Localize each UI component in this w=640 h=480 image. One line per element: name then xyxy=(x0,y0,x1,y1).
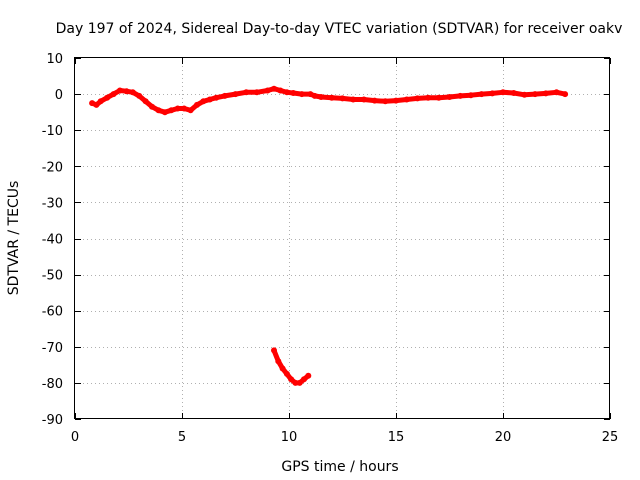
data-point-main xyxy=(264,87,271,94)
data-point-main xyxy=(562,91,569,98)
data-point-dip xyxy=(292,379,299,386)
data-point-main xyxy=(221,92,228,99)
data-point-dip xyxy=(288,376,295,383)
y-tick-label: -70 xyxy=(42,341,63,356)
plot-frame xyxy=(74,57,610,419)
x-tick-label: 5 xyxy=(178,430,186,445)
data-point-main xyxy=(206,96,213,103)
data-point-main xyxy=(243,89,250,96)
series-layer xyxy=(89,85,569,386)
x-axis-label: GPS time / hours xyxy=(281,459,398,475)
data-point-main xyxy=(414,95,421,102)
data-point-main xyxy=(435,94,442,101)
y-tick-label: -50 xyxy=(42,269,63,284)
y-axis-label: SDTVAR / TECUs xyxy=(6,181,22,296)
data-point-main xyxy=(93,101,100,108)
data-point-main xyxy=(253,89,260,96)
data-point-main xyxy=(161,109,168,116)
data-point-main xyxy=(425,94,432,101)
data-point-main xyxy=(489,90,496,97)
data-point-main xyxy=(393,97,399,104)
grid xyxy=(75,58,610,419)
data-point-main xyxy=(123,88,130,95)
y-tick-label: -60 xyxy=(42,305,63,320)
tick-labels: 0 5 10 15 20 25 10 0 -10 -20 -30 -40 -50 -60 -70 -80 -90 xyxy=(42,52,619,445)
data-point-main xyxy=(553,89,560,96)
data-point-main xyxy=(328,94,335,101)
data-point-main xyxy=(194,101,200,108)
y-tick-label: -40 xyxy=(42,233,63,248)
data-point-main xyxy=(532,91,539,98)
data-point-main xyxy=(168,107,175,114)
data-point-dip xyxy=(296,379,303,386)
y-tick-label: -20 xyxy=(42,160,63,175)
y-tick-label: -80 xyxy=(42,377,63,392)
data-point-main xyxy=(371,97,378,104)
y-tick-label: 10 xyxy=(46,52,63,67)
data-point-main xyxy=(318,94,325,100)
data-point-dip xyxy=(279,365,286,372)
data-point-main xyxy=(271,85,277,92)
y-tick-label: -90 xyxy=(42,413,63,428)
data-point-main xyxy=(116,87,123,94)
data-point-main xyxy=(200,98,207,105)
data-point-main xyxy=(542,90,549,97)
x-tick-label: 20 xyxy=(495,430,512,445)
data-point-main xyxy=(232,91,239,98)
data-point-main xyxy=(467,92,474,99)
data-point-main xyxy=(457,92,464,99)
data-point-main xyxy=(155,107,162,114)
y-tick-label: -10 xyxy=(42,124,63,139)
data-point-main xyxy=(187,107,194,114)
data-point-main xyxy=(149,103,155,110)
data-point-dip xyxy=(301,376,307,383)
data-point-main xyxy=(283,89,290,96)
data-point-main xyxy=(360,96,367,103)
data-point-main xyxy=(290,90,297,96)
data-point-main xyxy=(403,96,410,103)
data-point-dip xyxy=(305,372,312,379)
data-point-dip xyxy=(275,358,282,365)
data-point-main xyxy=(136,92,143,99)
x-tick-label: 15 xyxy=(388,430,405,445)
data-point-main xyxy=(277,87,284,94)
data-point-dip xyxy=(271,347,277,354)
data-point-main xyxy=(339,95,346,102)
data-point-main xyxy=(97,98,104,105)
data-point-main xyxy=(510,90,517,96)
axis-ticks xyxy=(75,58,611,420)
data-point-main xyxy=(298,91,305,98)
y-tick-label: -30 xyxy=(42,196,63,211)
data-point-main xyxy=(311,92,318,99)
chart-title: Day 197 of 2024, Sidereal Day-to-day VTE… xyxy=(56,21,623,37)
data-point-main xyxy=(104,94,111,101)
x-tick-label: 25 xyxy=(602,430,619,445)
data-point-dip xyxy=(283,370,290,377)
data-point-main xyxy=(350,96,357,103)
data-point-main xyxy=(174,105,181,112)
data-point-main xyxy=(478,91,485,98)
data-point-main xyxy=(129,89,136,96)
data-point-main xyxy=(213,94,220,101)
data-point-main xyxy=(446,94,453,100)
data-point-main xyxy=(521,91,528,98)
data-point-main xyxy=(500,89,506,96)
data-point-main xyxy=(110,91,117,98)
x-tick-label: 10 xyxy=(281,430,298,445)
data-point-main xyxy=(181,105,188,112)
data-point-main xyxy=(382,98,389,105)
x-tick-label: 0 xyxy=(71,430,79,445)
data-point-main xyxy=(142,98,149,105)
y-tick-label: 0 xyxy=(55,88,63,103)
